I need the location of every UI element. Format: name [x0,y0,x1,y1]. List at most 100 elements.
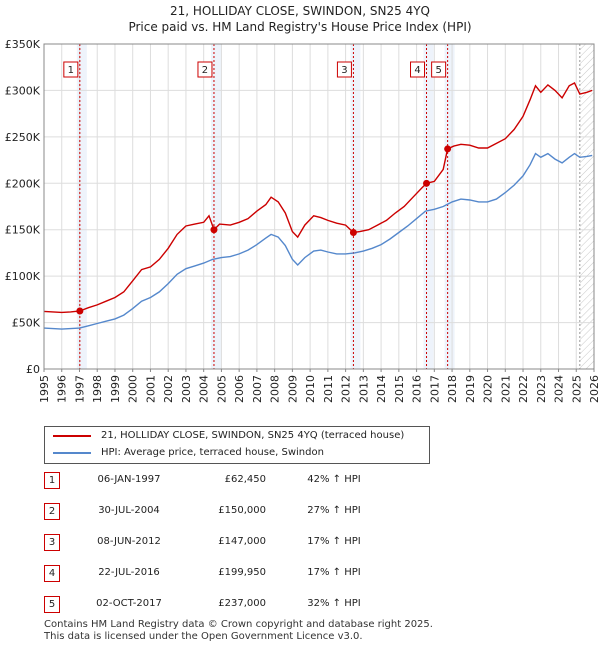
x-tick-label: 2006 [233,375,246,403]
sale-point [76,307,84,315]
sale-number-label: 1 [68,65,74,76]
x-tick-label: 2026 [588,375,600,403]
y-tick-label: £50K [12,317,41,330]
sale-number-label: 5 [435,65,441,76]
sale-point [210,226,218,234]
sale-number-badge: 2 [44,503,60,520]
x-tick-label: 1996 [56,375,69,403]
x-tick-label: 1998 [91,375,104,403]
sale-highlight-band [76,44,87,369]
sale-number-box [336,61,352,78]
sale-number-box [410,61,426,78]
sale-number-badge: 4 [44,565,60,582]
x-tick-label: 2008 [269,375,282,403]
price-chart: 1 2 3 4 5 £0 £50K £100K £150K £200K £250K £300K £350… [5,38,600,403]
sale-date: 22-JUL-2016 [98,567,160,578]
x-tick-label: 2002 [162,375,175,403]
sale-number-badge: 5 [44,596,60,613]
sale-date: 30-JUL-2004 [98,505,160,516]
hpi-series-line [43,152,593,330]
x-tick-label: 2000 [127,375,140,403]
sale-price: £147,000 [218,536,266,547]
sale-hpi-change: 17% ↑ HPI [307,567,361,578]
sale-price: £199,950 [218,567,266,578]
table-row: 5 02-OCT-2017 £237,000 32% ↑ HPI [44,594,464,614]
x-tick-label: 2016 [411,375,424,403]
table-row: 1 06-JAN-1997 £62,450 42% ↑ HPI [44,470,464,490]
sale-number-box [63,61,79,78]
sale-date: 02-OCT-2017 [96,598,162,609]
x-tick-label: 2013 [357,375,370,403]
x-tick-label: 2005 [215,375,228,403]
sale-point [423,179,431,187]
x-tick-label: 2018 [446,375,459,403]
footer-attribution: Contains HM Land Registry data © Crown c… [44,619,433,643]
forecast-region [579,44,594,369]
x-tick-label: 2001 [144,375,157,403]
plot-area [44,44,594,369]
legend-swatch-property [53,435,91,437]
sale-number-box [431,61,447,78]
sale-price: £237,000 [218,598,266,609]
sale-highlight-band [444,44,455,369]
legend-swatch-hpi [53,452,91,454]
x-tick-label: 2021 [499,375,512,403]
y-tick-label: £300K [5,84,41,97]
y-tick-label: £150K [5,224,41,237]
y-tick-label: £100K [5,270,41,283]
sale-price: £150,000 [218,505,266,516]
x-tick-label: 1999 [109,375,122,403]
sale-date: 06-JAN-1997 [97,474,161,485]
sale-highlight-band [210,44,221,369]
x-tick-label: 2012 [340,375,353,403]
y-tick-label: £200K [5,177,41,190]
sale-number-badge: 1 [44,472,60,489]
x-tick-label: 2019 [464,375,477,403]
sale-point [349,229,357,236]
x-tick-label: 2009 [286,375,299,403]
sale-hpi-change: 17% ↑ HPI [307,536,361,547]
sale-number-label: 3 [341,65,347,76]
chart-legend: 21, HOLLIDAY CLOSE, SWINDON, SN25 4YQ (t… [44,426,430,464]
x-tick-label: 1997 [73,375,86,403]
x-tick-label: 1995 [38,375,51,403]
x-tick-label: 2024 [553,375,566,403]
x-tick-label: 2020 [482,375,495,403]
y-tick-label: £250K [5,131,41,144]
table-row: 2 30-JUL-2004 £150,000 27% ↑ HPI [44,501,464,521]
x-tick-label: 2004 [198,375,211,403]
legend-label-hpi: HPI: Average price, terraced house, Swin… [101,447,324,458]
sale-highlight-band [423,44,434,369]
x-tick-label: 2011 [322,375,335,403]
x-tick-label: 2017 [428,375,441,403]
x-tick-label: 2007 [251,375,264,403]
sale-price: £62,450 [224,474,266,485]
sale-number-box [197,61,213,78]
footer-licence: This data is licensed under the Open Gov… [44,631,363,642]
x-tick-label: 2023 [535,375,548,403]
footer-copyright: Contains HM Land Registry data © Crown c… [44,619,433,630]
sale-hpi-change: 27% ↑ HPI [307,505,361,516]
sale-point [444,145,452,153]
sale-number-badge: 3 [44,534,60,551]
sale-highlight-band [350,44,361,369]
sale-number-label: 2 [202,65,208,76]
plot-frame [43,43,595,370]
x-tick-label: 2010 [304,375,317,403]
x-tick-label: 2015 [393,375,406,403]
table-row: 4 22-JUL-2016 £199,950 17% ↑ HPI [44,563,464,583]
y-tick-label: £0 [26,363,40,376]
legend-label-property: 21, HOLLIDAY CLOSE, SWINDON, SN25 4YQ (t… [101,430,405,441]
sale-date: 08-JUN-2012 [97,536,161,547]
y-tick-label: £350K [5,38,41,51]
chart-subtitle: Price paid vs. HM Land Registry's House … [128,20,472,34]
table-row: 3 08-JUN-2012 £147,000 17% ↑ HPI [44,532,464,552]
x-tick-label: 2025 [570,375,583,403]
sale-hpi-change: 32% ↑ HPI [307,598,361,609]
property-series-line [43,82,593,314]
sale-number-label: 4 [414,65,420,76]
sale-hpi-change: 42% ↑ HPI [307,474,361,485]
x-tick-label: 2022 [517,375,530,403]
x-tick-label: 2003 [180,375,193,403]
chart-title: 21, HOLLIDAY CLOSE, SWINDON, SN25 4YQ [169,4,430,18]
